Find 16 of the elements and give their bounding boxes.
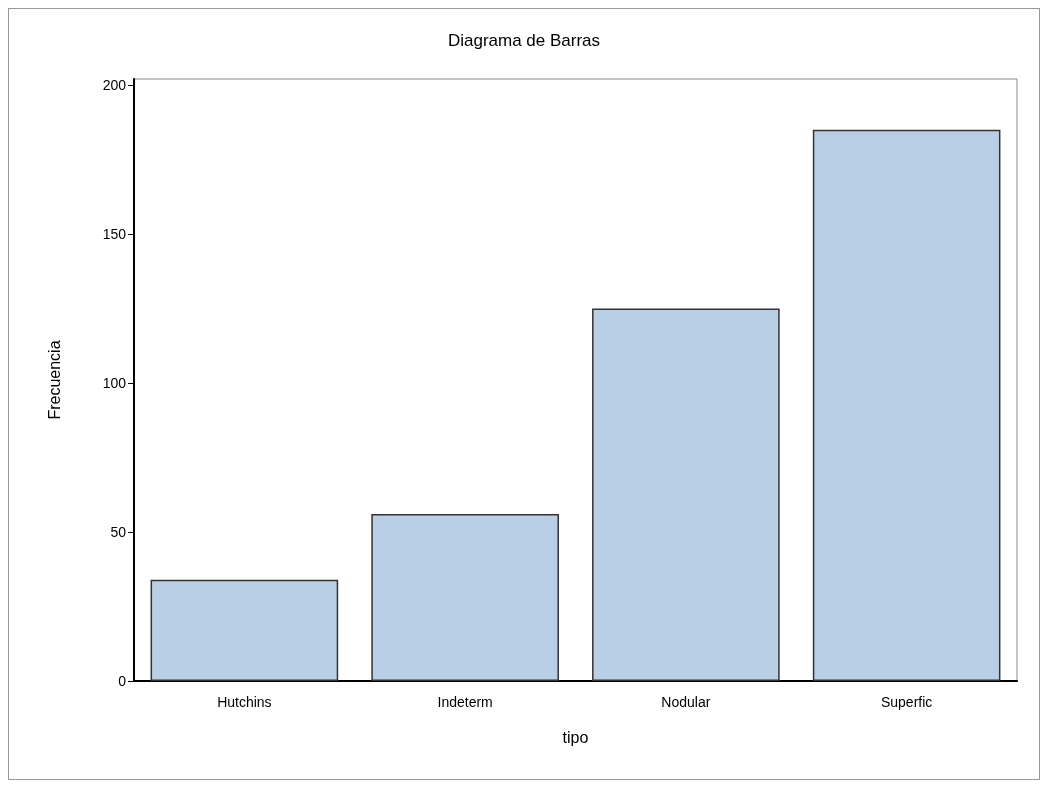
y-tick-label: 100 [102,374,127,391]
y-tick-label: 200 [102,76,127,93]
bar [592,308,780,681]
y-tick-label: 0 [118,673,127,689]
y-tick-label: 150 [102,225,127,242]
y-tick-label: 50 [110,523,127,540]
x-tick-label: Hutchins [217,694,272,710]
x-axis-title: tipo [562,728,589,746]
x-tick-label: Nodular [661,694,711,710]
y-axis-title: Frecuencia [45,340,63,420]
x-tick-label: Superfic [880,694,933,710]
x-tick-label: Indeterm [437,694,493,710]
bar [371,514,559,681]
bar [150,579,339,681]
chart-title: Diagrama de Barras [447,31,601,50]
bar [812,129,1001,681]
